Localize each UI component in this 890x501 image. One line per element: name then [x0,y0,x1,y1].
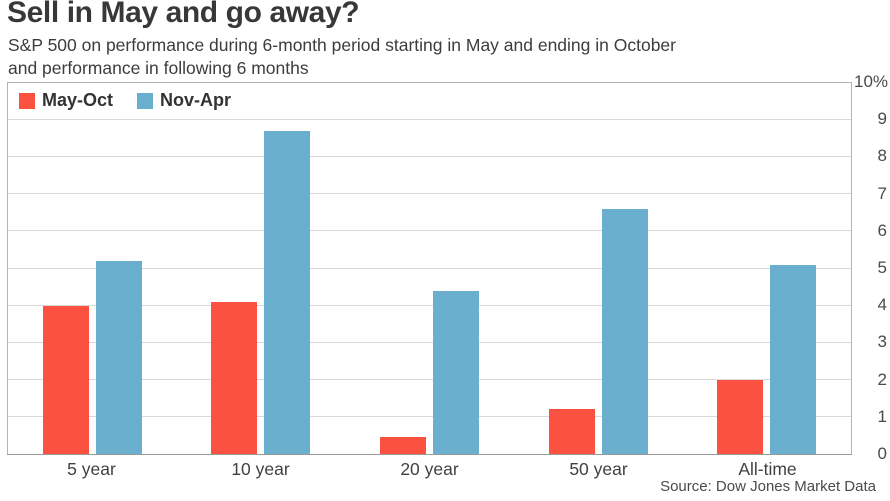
bar-may-oct-10-year [211,301,258,454]
gridline [8,378,851,380]
gridline [8,156,851,158]
y-tick-label-7: 7 [877,183,887,203]
bar-may-oct-20-year [379,437,426,454]
x-tick-label-20-year: 20 year [400,459,459,479]
chart-subtitle-line1: S&P 500 on performance during 6-month pe… [8,35,676,55]
bar-group-10-year [177,83,346,454]
x-tick-label-all-time: All-time [738,459,797,479]
x-tick-label-50-year: 50 year [569,459,628,479]
gridline [8,341,851,343]
gridline [8,415,851,417]
bar-may-oct-50-year [548,409,595,454]
y-tick-label-1: 1 [877,406,887,426]
x-tick-label-10-year: 10 year [231,459,290,479]
legend-label-nov-apr: Nov-Apr [160,90,232,110]
y-tick-label-9: 9 [877,109,887,129]
bar-group-20-year [345,83,514,454]
source-note: Source: Dow Jones Market Data [660,478,876,495]
y-tick-label-8: 8 [877,146,887,166]
bar-may-oct-5-year [42,305,89,454]
chart-legend: May-Oct Nov-Apr [19,90,231,111]
bar-group-5-year [8,83,177,454]
gridline [8,230,851,232]
bar-may-oct-all-time [717,379,764,454]
bar-nov-apr-10-year [264,131,311,454]
chart-title: Sell in May and go away? [7,0,360,29]
y-tick-label-4: 4 [877,295,887,315]
y-tick-label-2: 2 [877,369,887,389]
bar-group-all-time [682,83,851,454]
gridline [8,267,851,269]
x-axis: 5 year 10 year 20 year 50 year All-time [7,459,852,480]
legend-entry-may-oct: May-Oct [19,90,113,111]
y-tick-label-5: 5 [877,258,887,277]
gridline [8,119,851,121]
bar-group-50-year [514,83,683,454]
y-tick-label-3: 3 [877,332,887,352]
legend-label-may-oct: May-Oct [42,90,114,110]
bar-nov-apr-20-year [432,290,479,454]
plot-area: May-Oct Nov-Apr [7,82,852,455]
bar-groups [8,83,851,454]
legend-swatch-may-oct [19,92,35,109]
gridlines [8,83,851,454]
legend-entry-nov-apr: Nov-Apr [137,90,231,111]
chart-subtitle-line2: and performance in following 6 months [8,58,309,78]
y-tick-label-6: 6 [877,220,887,240]
chart-subtitle: S&P 500 on performance during 6-month pe… [8,34,676,80]
bar-nov-apr-5-year [95,261,142,454]
y-tick-label-10: 10% [854,72,889,91]
bar-nov-apr-50-year [601,209,648,454]
gridline [8,193,851,195]
bar-nov-apr-all-time [770,264,817,454]
x-tick-label-5-year: 5 year [67,459,116,479]
legend-swatch-nov-apr [137,92,154,109]
gridline [8,304,851,306]
y-tick-label-0: 0 [877,444,887,463]
